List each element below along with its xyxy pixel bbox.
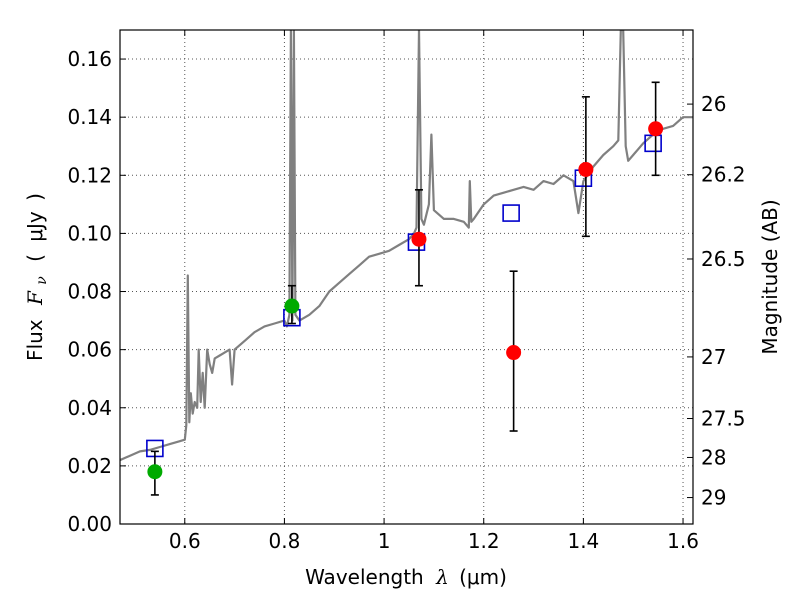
y-tick-label: 0.14	[67, 105, 112, 129]
y-tick-label: 0.02	[67, 454, 112, 478]
series-layer	[120, 30, 693, 462]
observed-point	[578, 161, 594, 177]
x-axis-label: Wavelength λ (μm)	[305, 565, 507, 589]
y2-tick-label: 27	[701, 345, 726, 369]
y-tick-label: 0.00	[67, 512, 112, 536]
y2-tick-label: 29	[701, 486, 726, 510]
observed-point	[506, 345, 522, 361]
x-tick-label: 1.4	[567, 529, 599, 553]
x-tick-label: 1	[378, 529, 391, 553]
y2-tick-label: 26.2	[701, 163, 746, 187]
plot-background	[120, 30, 693, 524]
y-tick-label: 0.06	[67, 338, 112, 362]
y2-tick-label: 26.5	[701, 247, 746, 271]
observed-point	[648, 121, 664, 137]
plot-frame	[119, 29, 694, 525]
x-tick-label: 0.6	[169, 529, 201, 553]
observed-point	[284, 298, 300, 314]
x-tick-label: 0.8	[269, 529, 301, 553]
y-tick-label: 0.08	[67, 280, 112, 304]
observed-point	[411, 231, 427, 247]
x-axis-label-symbol: λ	[435, 565, 449, 589]
observed-point	[147, 464, 163, 480]
x-tick-label: 1.2	[468, 529, 500, 553]
y-tick-label: 0.16	[67, 47, 112, 71]
y-axis-label: Flux F ν ( μJy )	[23, 193, 51, 361]
y-axis-label-unit: μJy	[23, 211, 47, 242]
x-tick-label: 1.6	[667, 529, 699, 553]
y-axis-label-paren-open: (	[23, 254, 47, 262]
x-axis-label-unit: (μm)	[459, 565, 507, 589]
y-axis-label-text: Flux	[23, 319, 47, 361]
y2-tick-label: 27.5	[701, 407, 746, 431]
spectrum-line	[120, 30, 693, 462]
y-axis-label-subscript: ν	[34, 276, 50, 285]
y-axis-label-paren-close: )	[23, 193, 47, 201]
y-tick-label: 0.12	[67, 163, 112, 187]
model-photometry-square	[502, 204, 520, 222]
y-tick-label: 0.04	[67, 396, 112, 420]
y2-tick-label: 26	[701, 92, 726, 116]
y-tick-label: 0.10	[67, 221, 112, 245]
y-axis-label-symbol: F	[23, 290, 47, 306]
y2-tick-label: 28	[701, 445, 726, 469]
axes: 0.6 0.8 1 1.2 1.4 1.6 0.00 0.02 0.04 0.06 0.08 0.10…	[67, 30, 746, 553]
x-axis-label-text: Wavelength	[305, 565, 424, 589]
y2-axis-label: Magnitude (AB)	[758, 199, 782, 354]
marker-layer	[146, 81, 664, 496]
